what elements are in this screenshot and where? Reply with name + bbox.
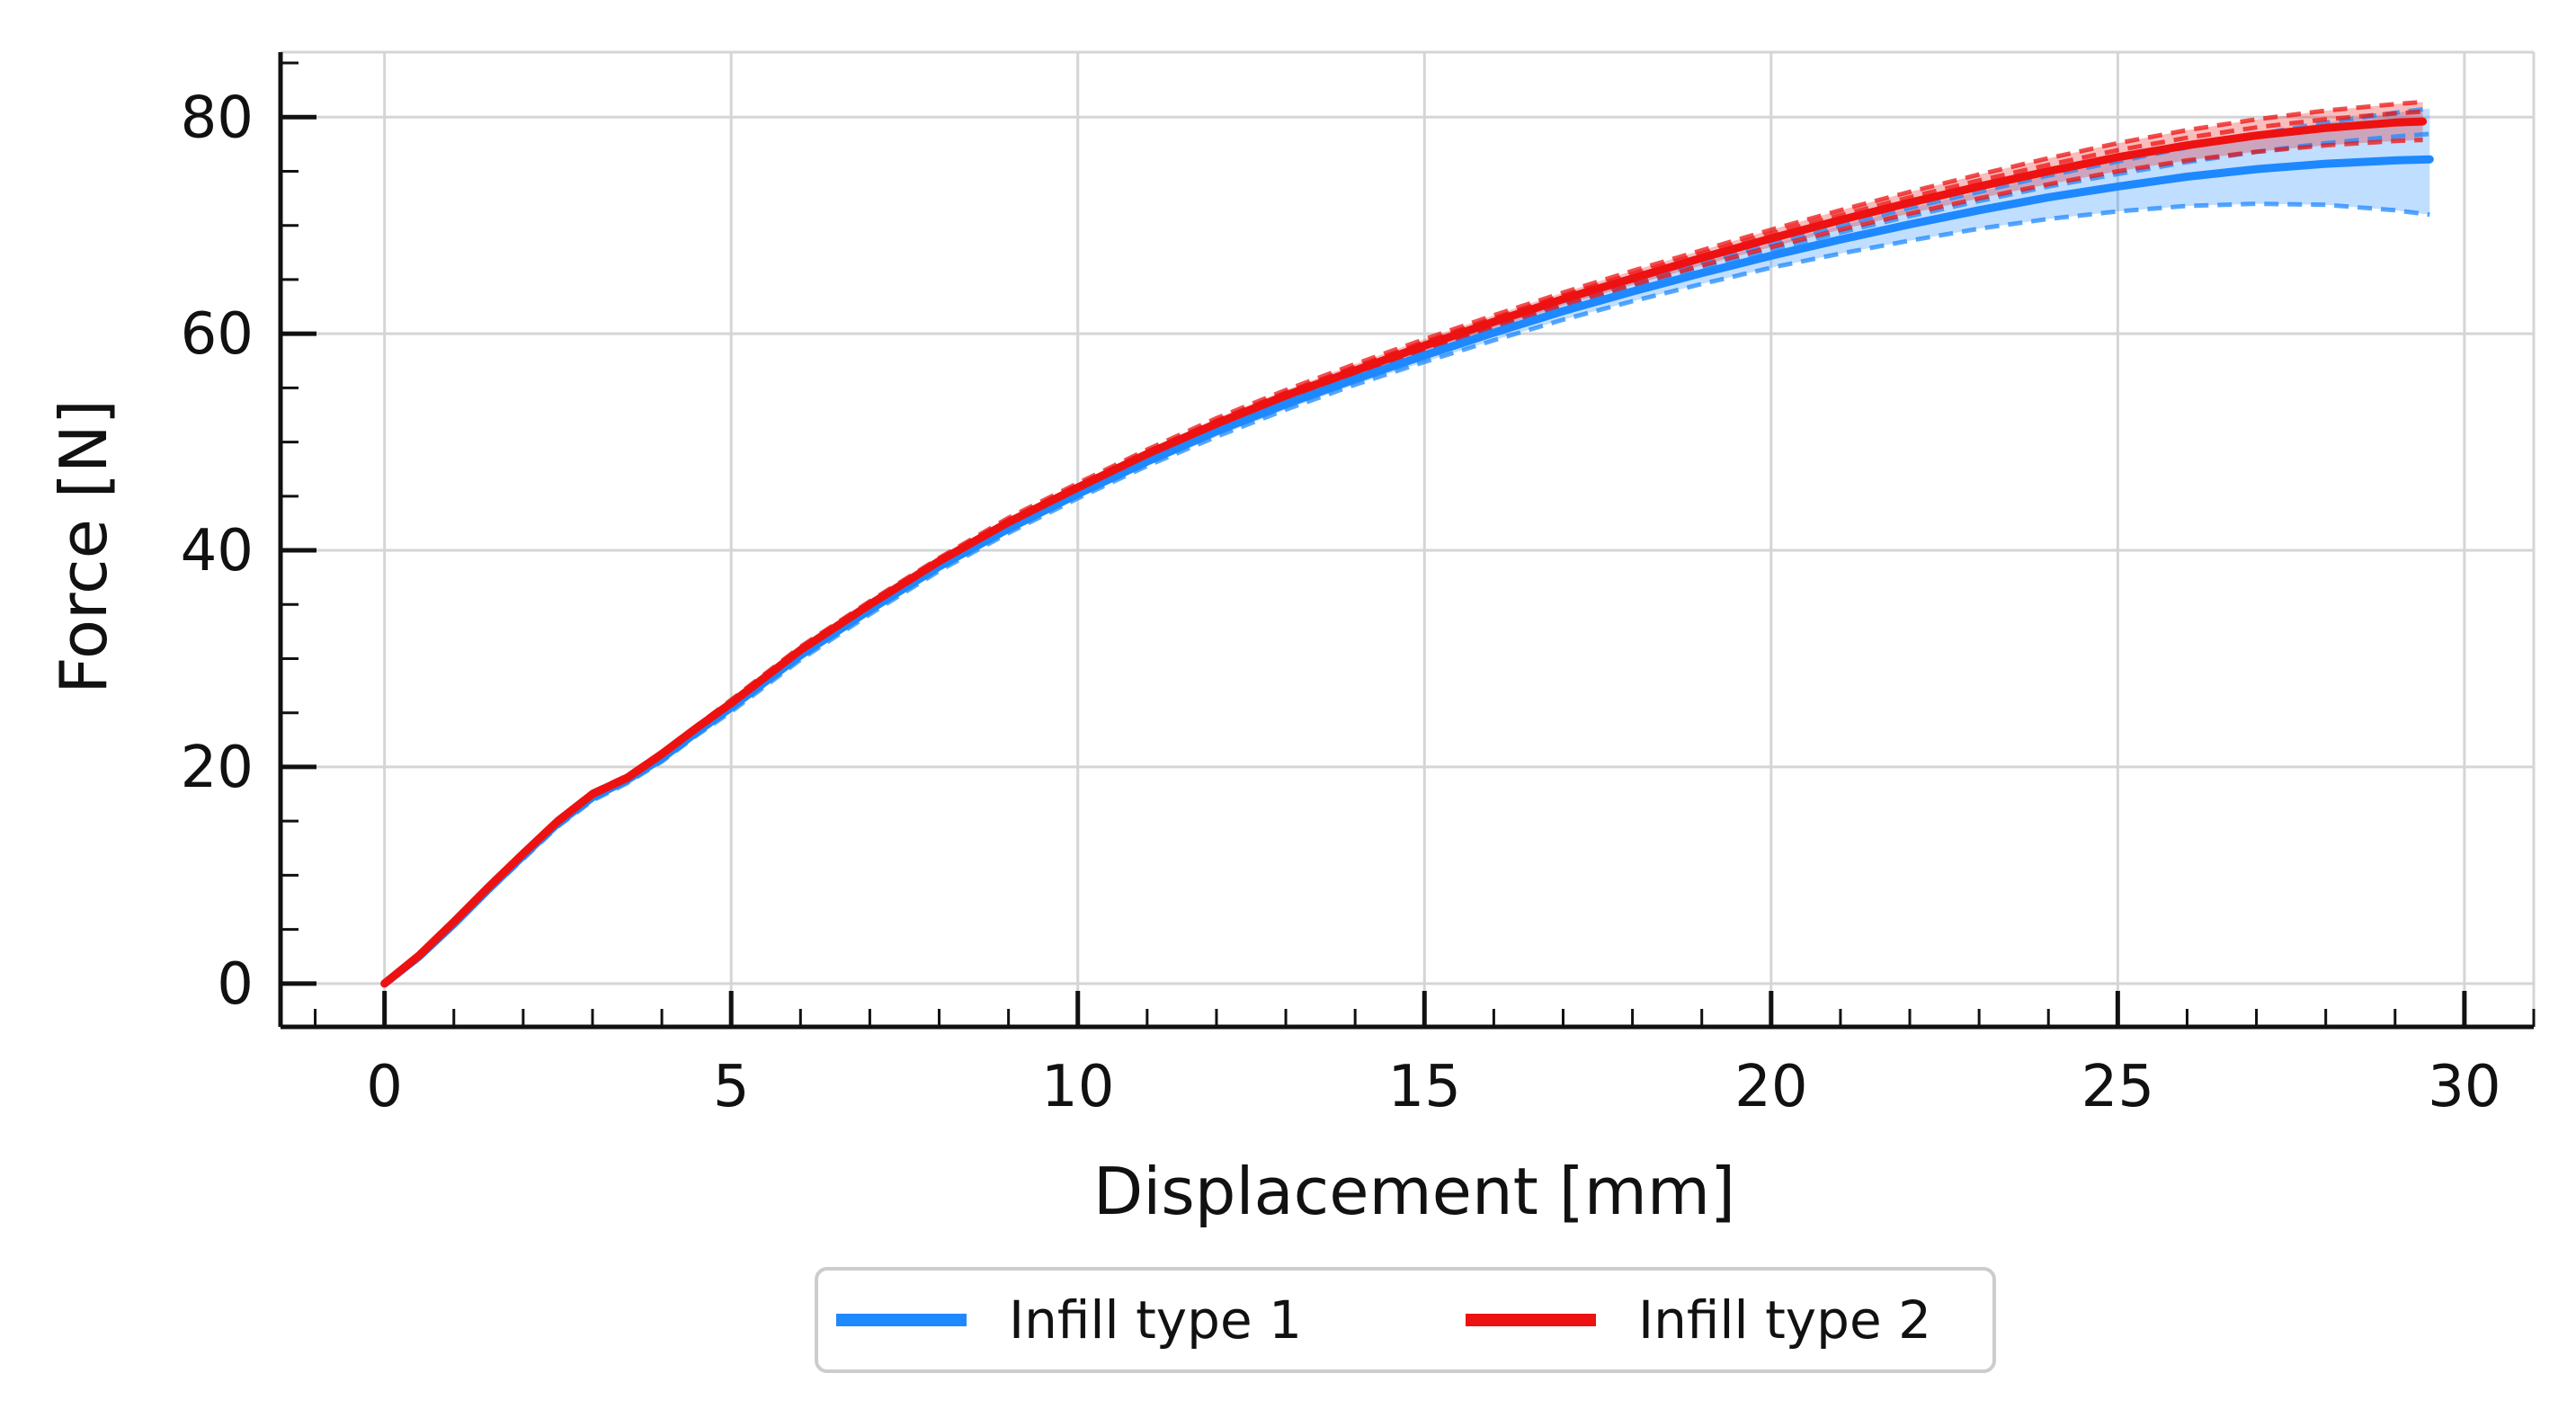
x-tick-label: 15 [1388, 1054, 1461, 1120]
y-tick-label: 80 [181, 85, 254, 151]
mean-curves [380, 117, 2434, 988]
x-tick-labels: 0 5 10 15 20 25 30 [366, 1054, 2500, 1120]
y-tick-label: 0 [217, 951, 254, 1018]
sample-upper-infill-type-2 [383, 99, 2423, 986]
y-tick-label: 20 [181, 735, 254, 801]
x-tick-label: 20 [1734, 1054, 1807, 1120]
y-tick-label: 40 [181, 518, 254, 584]
series-line-infill-type-2 [380, 117, 2428, 988]
legend-frame [815, 1267, 1996, 1373]
sample-mid-infill-type-2 [383, 109, 2423, 986]
x-tick-label: 30 [2428, 1054, 2500, 1120]
x-axis-label: Displacement [mm] [1093, 1154, 1735, 1229]
grid [281, 50, 2536, 1027]
x-tick-label: 10 [1041, 1054, 1114, 1120]
confidence-bands [384, 102, 2430, 984]
x-tick-label: 5 [713, 1054, 750, 1120]
y-axis-label: Force [N] [46, 399, 121, 694]
y-tick-label: 60 [181, 301, 254, 368]
band-infill-type-1 [384, 108, 2430, 984]
legend-label-infill-type-2: Infill type 2 [1638, 1289, 1931, 1351]
axes [278, 52, 2536, 1030]
x-tick-label: 0 [366, 1054, 403, 1120]
legend-label-infill-type-1: Infill type 1 [1009, 1289, 1302, 1351]
x-tick-label: 25 [2081, 1054, 2154, 1120]
y-tick-labels: 0 20 40 60 80 [181, 85, 254, 1018]
legend: Infill type 1 Infill type 2 [815, 1267, 1996, 1373]
